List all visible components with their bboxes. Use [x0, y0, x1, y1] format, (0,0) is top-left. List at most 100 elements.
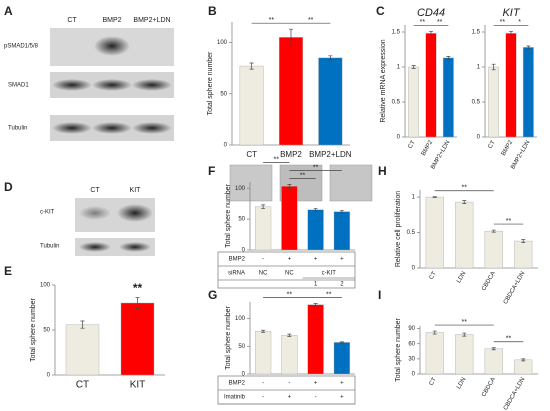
bar — [488, 66, 500, 138]
row-label: Tubulin — [8, 126, 27, 132]
y-tick-label: 1.5 — [472, 30, 481, 36]
error-bar — [411, 65, 416, 69]
y-tick-label: 0 — [477, 135, 481, 141]
bar — [333, 211, 350, 251]
panel-label: I — [378, 288, 381, 302]
blot-d: CT KIT c-KIT Tubulin — [40, 187, 155, 256]
error-bar — [339, 341, 344, 344]
bar — [455, 201, 474, 269]
y-axis-label: Relative cell proliferation — [395, 191, 402, 267]
lane-label: BMP2+LDN — [133, 17, 170, 24]
row-label: Tubulin — [40, 244, 59, 250]
y-tick-label: 0.5 — [392, 100, 401, 106]
significance-label: ** — [437, 19, 443, 26]
y-axis-label: Total sphere number — [207, 51, 214, 115]
y-tick-label: 0.5 — [472, 100, 481, 106]
x-tick-label: CT — [429, 271, 438, 281]
x-tick-label: CBDCA — [481, 271, 497, 292]
error-bar — [313, 303, 318, 307]
x-tick-label: BMP2 — [280, 150, 302, 159]
y-tick-label: 0 — [224, 143, 228, 149]
y-tick-label: 50 — [238, 344, 245, 350]
y-tick-label: 1 — [397, 65, 401, 71]
band — [94, 36, 130, 56]
row-label: pSMAD1/5/8 — [4, 44, 39, 50]
x-tick-label: CBDCA+LDN — [503, 377, 526, 411]
y-tick-label: 1.5 — [392, 30, 401, 36]
error-bar — [261, 329, 266, 333]
row-label: siRNA — [228, 271, 245, 277]
x-tick-label: LDN — [456, 271, 467, 284]
panel-label: G — [208, 288, 217, 302]
y-axis-label: Total sphere number — [30, 297, 37, 361]
significance-label: ** — [300, 172, 306, 179]
error-bar — [432, 196, 437, 198]
significance-label: ** — [462, 319, 468, 326]
table-frame — [217, 375, 356, 405]
cell: - — [288, 381, 290, 387]
bar — [484, 348, 503, 375]
bar — [522, 47, 534, 138]
bar — [318, 57, 343, 146]
y-tick-label: 50 — [238, 217, 245, 223]
bar — [307, 304, 324, 375]
cell: + — [340, 381, 344, 387]
row-label: BMP2 — [229, 257, 246, 263]
cell: 1 — [314, 282, 318, 288]
bar — [120, 302, 155, 376]
bar — [425, 332, 444, 375]
cell: - — [315, 395, 317, 401]
error-bar — [339, 210, 344, 214]
x-tick-label: CBDCA — [481, 377, 497, 398]
bar — [65, 324, 100, 376]
error-bar — [328, 55, 333, 61]
y-tick-label: 100 — [40, 283, 51, 289]
y-tick-label: 0 — [412, 372, 416, 378]
bar — [425, 33, 437, 138]
significance-label: ** — [313, 164, 319, 171]
panel-label: E — [4, 264, 12, 278]
significance-label: ** — [326, 292, 332, 299]
cell: 2 — [340, 282, 344, 288]
error-bar — [261, 204, 266, 209]
y-tick-label: 50 — [220, 91, 227, 97]
panel-label: B — [208, 4, 217, 18]
error-bar — [429, 30, 433, 36]
significance-label: ** — [506, 336, 512, 343]
y-tick-label: 0 — [47, 373, 51, 379]
bar — [307, 209, 324, 251]
y-tick-label: 1 — [477, 65, 481, 71]
lane-label: BMP2 — [102, 17, 121, 24]
error-bar — [289, 28, 293, 46]
error-bar — [462, 332, 467, 337]
x-tick-label: BMP2 — [501, 139, 515, 157]
x-tick-label: CBDCA+LDN — [503, 271, 526, 306]
bar — [425, 196, 444, 269]
y-tick-label: 0 — [242, 248, 246, 254]
significance-label: ** — [269, 17, 275, 24]
x-tick-label: KIT — [130, 380, 146, 391]
significance-label: ** — [287, 292, 293, 299]
bar — [333, 342, 350, 375]
x-tick-label: CT — [429, 377, 438, 387]
cell: NC — [259, 271, 268, 277]
y-tick-label: 100 — [217, 40, 228, 46]
panel-label: F — [208, 164, 215, 178]
y-tick-label: 0 — [242, 372, 246, 378]
cell: c-KIT — [322, 271, 337, 277]
significance-label: ** — [506, 218, 512, 225]
significance-label: ** — [500, 19, 506, 26]
cell: - — [262, 381, 264, 387]
row-label: SMAD1 — [8, 83, 29, 89]
y-tick-label: 30 — [408, 356, 415, 362]
y-axis-label: Relative mRNA expression — [380, 39, 387, 122]
panel-label: A — [4, 4, 13, 18]
x-tick-label: CT — [76, 380, 89, 391]
lane-label: KIT — [130, 187, 142, 194]
bar — [514, 240, 533, 269]
significance-label: ** — [308, 17, 314, 24]
error-bar — [521, 358, 526, 362]
panel-label: D — [4, 180, 13, 194]
y-tick-label: 1 — [412, 195, 416, 201]
y-tick-label: 0 — [397, 135, 401, 141]
